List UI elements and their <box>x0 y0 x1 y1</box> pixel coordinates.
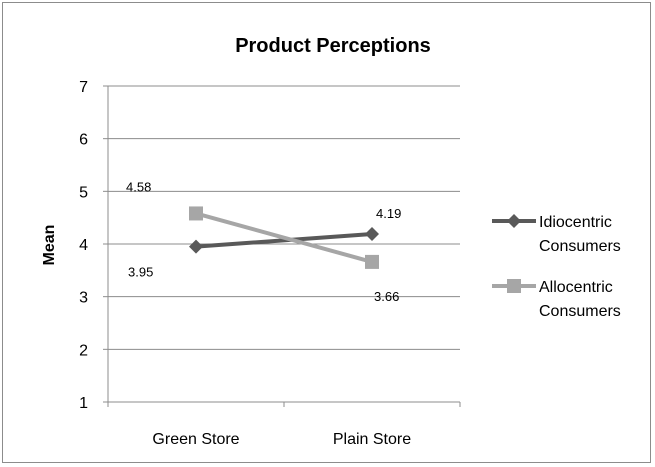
y-tick-label: 6 <box>79 132 88 149</box>
legend-label: Idiocentric <box>539 214 612 231</box>
x-tick-label: Plain Store <box>333 431 411 448</box>
series-line <box>195 211 373 264</box>
data-point-diamond <box>365 226 379 241</box>
data-point-diamond <box>189 239 203 254</box>
data-label: 3.66 <box>374 289 399 304</box>
data-label: 3.95 <box>128 265 153 280</box>
y-tick-label: 2 <box>79 342 88 359</box>
y-tick-label: 4 <box>79 237 88 254</box>
series-line <box>195 231 373 249</box>
chart-title: Product Perceptions <box>235 35 431 57</box>
data-label: 4.58 <box>126 179 151 194</box>
series-lines <box>189 206 379 269</box>
y-tick-label: 1 <box>79 395 88 412</box>
x-tick-label: Green Store <box>152 431 239 448</box>
data-labels: 3.95 4.19 4.58 3.66 <box>126 179 401 303</box>
legend-label: Allocentric <box>539 279 613 296</box>
y-tick-label: 3 <box>79 290 88 307</box>
data-point-diamond <box>507 214 521 228</box>
y-axis-label: Mean <box>41 225 58 266</box>
data-label: 4.19 <box>376 206 401 221</box>
legend-label: Consumers <box>539 303 621 320</box>
data-point-square <box>189 206 203 221</box>
data-point-square <box>507 279 521 293</box>
y-tick-label: 7 <box>79 79 88 96</box>
y-tick-label: 5 <box>79 184 88 201</box>
gridlines <box>108 85 460 350</box>
legend: Idiocentric Consumers Allocentric Consumers <box>492 214 621 320</box>
data-point-square <box>365 254 379 269</box>
axes: 1 2 3 4 5 6 7 Green Store Plain Store <box>79 79 461 448</box>
chart-area <box>2 2 651 463</box>
legend-label: Consumers <box>539 238 621 255</box>
